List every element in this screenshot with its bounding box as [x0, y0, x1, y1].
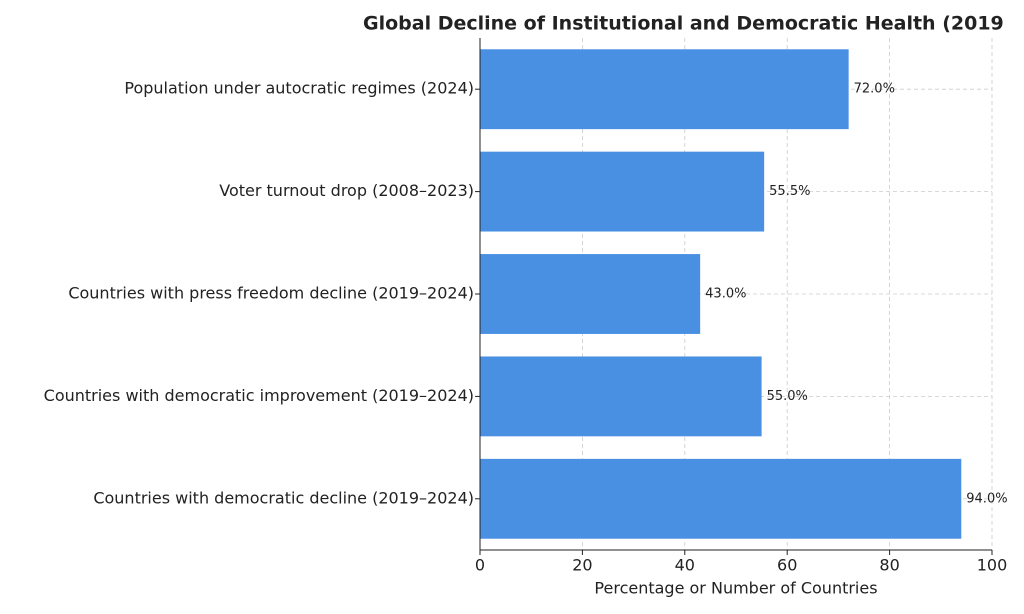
chart-title: Global Decline of Institutional and Demo…: [363, 13, 1004, 35]
value-label: 94.0%: [966, 491, 1007, 506]
bar: [480, 458, 962, 539]
value-label: 55.0%: [767, 389, 808, 404]
y-tick-label: Voter turnout drop (2008–2023): [219, 181, 474, 200]
bar: [480, 49, 849, 130]
bar: [480, 356, 762, 437]
x-tick-label: 40: [675, 556, 695, 575]
bar: [480, 254, 701, 334]
bar: [480, 151, 765, 232]
x-tick-label: 80: [879, 556, 899, 575]
x-tick-label: 60: [777, 556, 797, 575]
value-label: 72.0%: [854, 82, 895, 97]
value-label: 55.5%: [769, 184, 810, 199]
x-tick-label: 20: [572, 556, 592, 575]
x-axis-label: Percentage or Number of Countries: [594, 579, 877, 598]
x-tick-label: 100: [977, 556, 1008, 575]
value-label: 43.0%: [705, 287, 746, 302]
y-tick-label: Countries with press freedom decline (20…: [68, 284, 474, 303]
x-tick-label: 0: [475, 556, 485, 575]
y-tick-label: Population under autocratic regimes (202…: [124, 79, 474, 98]
y-tick-label: Countries with democratic decline (2019–…: [93, 488, 474, 507]
y-tick-label: Countries with democratic improvement (2…: [44, 386, 474, 405]
